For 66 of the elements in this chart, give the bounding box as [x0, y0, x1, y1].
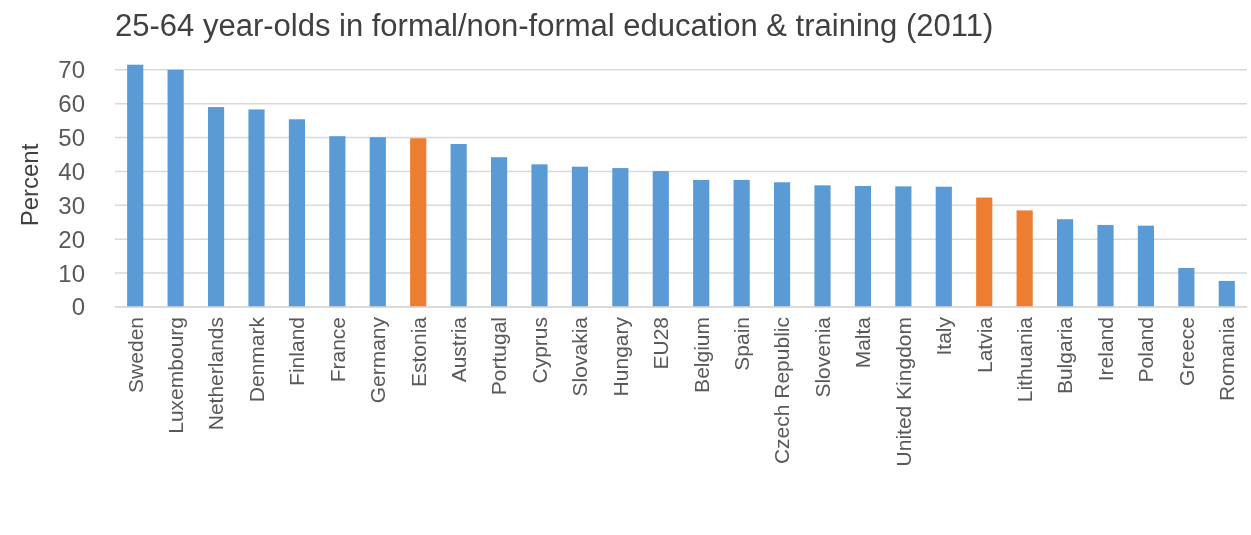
x-tick-label: Netherlands — [204, 317, 228, 431]
x-tick-label: Poland — [1134, 317, 1158, 383]
x-tick-label: Bulgaria — [1053, 316, 1077, 395]
y-axis-title: Percent — [16, 143, 43, 227]
x-tick-label: Lithuania — [1012, 316, 1036, 403]
x-tick-label: Malta — [851, 316, 875, 369]
x-tick-label: Greece — [1174, 317, 1198, 386]
bar — [167, 69, 184, 307]
y-tick-label: 0 — [71, 293, 85, 321]
x-tick-label: Sweden — [123, 317, 147, 393]
x-tick-label: Hungary — [608, 316, 632, 397]
y-tick-label: 70 — [58, 56, 85, 84]
y-tick-label: 60 — [58, 90, 85, 118]
x-tick-label: Ireland — [1093, 317, 1117, 382]
bar — [1056, 219, 1074, 307]
bar — [854, 186, 872, 307]
bar — [612, 168, 629, 307]
x-tick-label: Czech Republic — [770, 317, 794, 465]
x-tick-label: Italy — [932, 316, 956, 356]
bar — [693, 179, 710, 307]
x-tick-label: Portugal — [487, 317, 511, 396]
chart-title: 25-64 year-olds in formal/non-formal education & training (2011) — [115, 8, 994, 43]
bar — [571, 166, 589, 307]
x-tick-label: United Kingdom — [891, 317, 915, 467]
bar — [207, 107, 225, 307]
x-tick-label: Austria — [446, 316, 470, 383]
bar — [410, 138, 427, 307]
bar — [248, 109, 265, 307]
bar — [652, 171, 669, 307]
x-tick-label: Germany — [366, 316, 390, 404]
y-tick-label: 50 — [58, 123, 85, 151]
x-tick-label: France — [325, 317, 349, 383]
bar — [935, 186, 952, 307]
bar — [329, 136, 346, 307]
x-tick-label: Cyprus — [527, 317, 551, 384]
y-tick-label: 30 — [58, 191, 85, 219]
x-tick-label: Romania — [1215, 316, 1239, 402]
bar — [976, 197, 993, 307]
bar — [127, 64, 144, 307]
bar — [1137, 225, 1155, 307]
bar — [814, 185, 831, 307]
y-tick-label: 20 — [58, 225, 85, 253]
bar — [1097, 224, 1114, 307]
bar — [1218, 280, 1235, 307]
x-tick-label: Denmark — [244, 316, 268, 403]
x-tick-label: Slovakia — [568, 316, 592, 397]
x-tick-label: Finland — [285, 317, 309, 386]
bar — [450, 143, 467, 307]
bar — [733, 179, 750, 307]
x-tick-label: Spain — [729, 317, 753, 371]
bar — [1178, 268, 1195, 307]
y-tick-label: 10 — [58, 259, 85, 287]
bar — [895, 186, 912, 307]
x-tick-label: EU28 — [649, 317, 673, 370]
bar — [1016, 210, 1033, 307]
x-tick-label: Belgium — [689, 317, 713, 393]
bar — [490, 157, 508, 307]
bar — [531, 164, 548, 307]
bar — [369, 137, 386, 307]
x-tick-label: Estonia — [406, 316, 430, 388]
bar — [288, 119, 306, 307]
x-tick-label: Slovenia — [810, 316, 834, 398]
bar — [773, 182, 791, 307]
x-tick-label: Luxembourg — [163, 317, 187, 434]
x-tick-label: Latvia — [972, 316, 996, 374]
y-tick-label: 40 — [58, 157, 85, 185]
